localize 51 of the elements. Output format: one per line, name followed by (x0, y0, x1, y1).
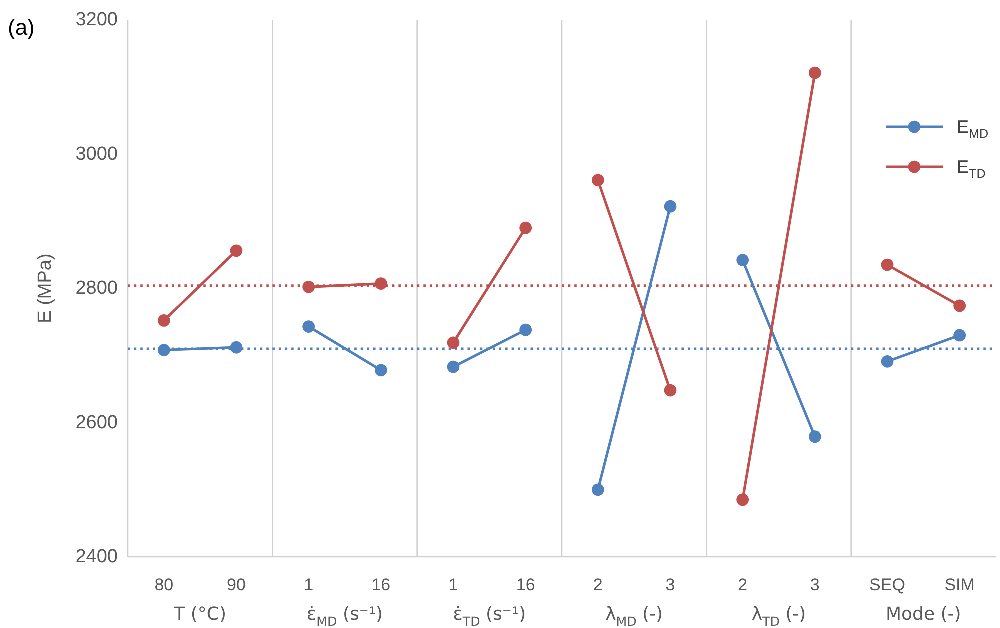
point (664, 200, 677, 213)
point (592, 484, 604, 496)
point (158, 314, 170, 327)
y-tick-label: 3200 (76, 10, 118, 30)
point (520, 324, 532, 336)
point (736, 254, 750, 266)
point (447, 360, 460, 374)
y-tick-label: 2400 (76, 546, 118, 568)
point (158, 344, 170, 356)
point (808, 430, 822, 444)
x-tick-label: 1 (304, 576, 314, 594)
x-tick-label: 3 (666, 576, 676, 594)
point (881, 356, 894, 368)
point (230, 341, 243, 354)
point (664, 384, 677, 397)
x-axis-title: Mode (-) (886, 604, 962, 624)
point (954, 329, 966, 342)
y-axis-title: E (MPa) (34, 254, 56, 324)
y-tick-label: 2800 (76, 278, 118, 299)
x-axis-title: ε̇$_{MD}$ (s⁻¹) (306, 604, 384, 628)
x-tick-label: 90 (227, 576, 246, 594)
x-axis-title: ε̇$_{TD}$ (s⁻¹) (453, 604, 526, 628)
point (808, 66, 822, 80)
x-tick-label: 80 (154, 576, 174, 594)
x-tick-label: 16 (516, 576, 536, 594)
legend-label: E$_{TD}$ (957, 157, 986, 181)
x-tick-label: 3 (810, 576, 820, 594)
point (520, 222, 532, 234)
point (881, 258, 894, 272)
point (302, 320, 316, 333)
y-tick-label: 3000 (76, 144, 118, 165)
x-tick-label: 1 (448, 576, 458, 594)
x-tick-label: SIM (944, 576, 975, 594)
x-tick-label: 2 (593, 576, 603, 594)
x-axis-title: λ$_{TD}$ (-) (752, 604, 806, 628)
x-axis-title: T (°C) (173, 604, 227, 624)
point (447, 336, 460, 350)
point (230, 244, 243, 258)
x-tick-label: 16 (372, 576, 391, 594)
point (592, 174, 604, 187)
x-axis-title: λ$_{MD}$ (-) (606, 604, 664, 628)
x-tick-label: 2 (738, 576, 748, 594)
point (374, 278, 388, 290)
legend-label: E$_{MD}$ (957, 117, 989, 141)
y-tick-label: 2600 (76, 412, 118, 434)
point (374, 364, 388, 377)
point (954, 300, 966, 312)
point (302, 280, 316, 294)
text: (a) (8, 14, 35, 40)
point (736, 494, 750, 506)
x-tick-label: SEQ (870, 576, 906, 594)
